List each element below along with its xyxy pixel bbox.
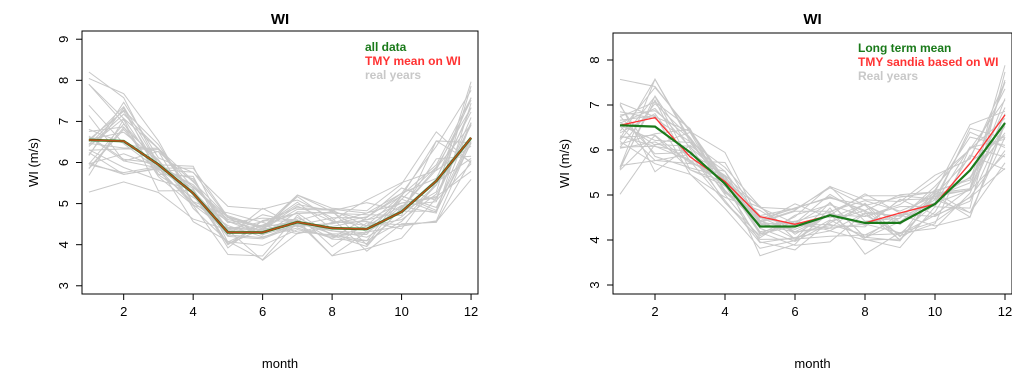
- x-tick-label: 8: [861, 304, 868, 319]
- real-year-line: [619, 124, 1006, 251]
- chart-right-svg: WI 2 4 6 8 10 12 3 4 5 6 7 8 month WI (m/s) Long term m…: [557, 11, 1012, 371]
- x-tick-label: 2: [651, 304, 658, 319]
- y-tick-label: 4: [587, 236, 602, 243]
- real-years-lines: [88, 71, 472, 261]
- x-tick-label: 12: [998, 304, 1012, 319]
- y-tick-label: 9: [56, 36, 71, 43]
- real-year-line: [88, 157, 472, 261]
- x-tick-label: 10: [394, 304, 408, 319]
- real-year-line: [619, 107, 1006, 217]
- real-year-line: [619, 81, 1006, 223]
- x-tick-label: 2: [120, 304, 127, 319]
- y-tick-label: 6: [56, 159, 71, 166]
- real-year-line: [619, 86, 1006, 233]
- y-tick-label: 8: [587, 56, 602, 63]
- chart-right: WI 2 4 6 8 10 12 3 4 5 6 7 8 month WI (m/s) Long term m…: [506, 0, 1012, 374]
- x-axis-label: month: [262, 356, 298, 371]
- y-tick-label: 8: [56, 77, 71, 84]
- legend-entry: Real years: [858, 69, 918, 83]
- real-year-line: [88, 104, 472, 230]
- chart-left-svg: WI 2 4 6 8 10 12 3 4 5 6 7 8 9 month WI (m/s) all dataTM…: [26, 11, 479, 371]
- real-year-line: [88, 138, 472, 246]
- real-year-line: [619, 88, 1006, 242]
- chart-title: WI: [803, 11, 821, 28]
- real-year-line: [88, 90, 472, 219]
- x-tick-label: 8: [328, 304, 335, 319]
- real-year-line: [619, 105, 1006, 257]
- legend-entry: TMY sandia based on WI: [858, 55, 998, 69]
- real-year-line: [88, 117, 472, 228]
- y-tick-label: 3: [587, 281, 602, 288]
- real-year-line: [88, 126, 472, 252]
- real-year-line: [619, 140, 1006, 234]
- real-year-line: [88, 136, 472, 246]
- x-tick-label: 12: [464, 304, 478, 319]
- real-year-line: [619, 78, 1006, 235]
- y-tick-label: 5: [587, 191, 602, 198]
- real-year-line: [88, 77, 472, 239]
- real-years-lines: [619, 65, 1006, 257]
- x-tick-label: 4: [721, 304, 728, 319]
- x-tick-label: 6: [259, 304, 266, 319]
- series-line-0: [619, 122, 1006, 228]
- y-tick-label: 5: [56, 200, 71, 207]
- legend-entry: Long term mean: [858, 41, 951, 55]
- y-tick-label: 4: [56, 241, 71, 248]
- x-tick-label: 6: [791, 304, 798, 319]
- chart-left: WI 2 4 6 8 10 12 3 4 5 6 7 8 9 month WI (m/s) all data TM…: [0, 0, 500, 374]
- real-year-line: [619, 153, 1006, 244]
- y-tick-label: 7: [56, 118, 71, 125]
- y-tick-label: 3: [56, 282, 71, 289]
- real-year-line: [619, 111, 1006, 236]
- real-year-line: [88, 118, 472, 257]
- plot-frame: [612, 32, 1012, 295]
- y-tick-label: 7: [587, 101, 602, 108]
- y-tick-label: 6: [587, 146, 602, 153]
- legend-entry: all data: [365, 40, 407, 54]
- y-axis-label: WI (m/s): [26, 138, 41, 187]
- x-axis-label: month: [794, 356, 830, 371]
- real-year-line: [619, 115, 1006, 235]
- legend-entry: real years: [365, 68, 421, 82]
- x-tick-label: 4: [190, 304, 197, 319]
- series-line-1: [88, 137, 472, 234]
- real-year-line: [88, 107, 472, 242]
- chart-title: WI: [271, 11, 289, 28]
- y-axis-label: WI (m/s): [557, 139, 572, 188]
- legend-entry: TMY mean on WI: [365, 54, 461, 68]
- x-tick-label: 10: [928, 304, 942, 319]
